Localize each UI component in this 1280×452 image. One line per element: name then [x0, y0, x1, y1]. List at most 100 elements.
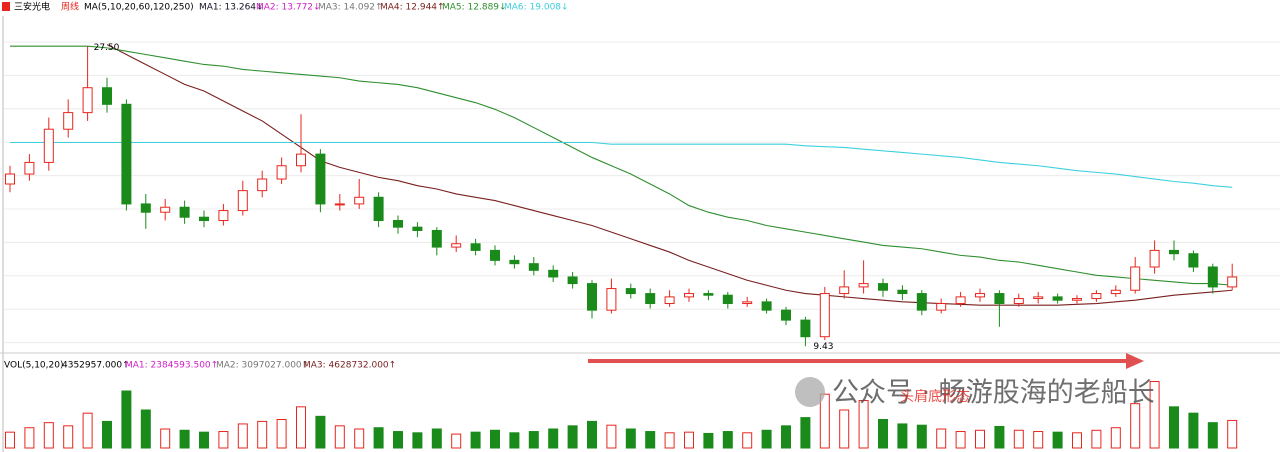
- candle-body: [373, 196, 384, 222]
- volume-bar: [645, 431, 656, 449]
- candle-body: [722, 294, 733, 305]
- candle-body: [1207, 266, 1218, 288]
- volume-bar: [722, 431, 733, 449]
- candle-body: [994, 293, 1005, 305]
- ma-label: MA3: 14.092↑: [318, 3, 383, 13]
- volume-bar: [296, 406, 306, 449]
- volume-bar: [160, 428, 171, 449]
- candle-body: [490, 249, 500, 261]
- candle-body: [1091, 293, 1102, 300]
- pattern-label: 头肩底形态: [900, 389, 970, 405]
- candle-body: [587, 283, 597, 311]
- volume-bar: [490, 429, 500, 449]
- candle-body: [63, 112, 74, 130]
- volume-bar: [897, 423, 908, 449]
- candle-body: [24, 161, 35, 175]
- candle-body: [431, 229, 442, 248]
- volume-bar: [1091, 429, 1102, 449]
- candle-body: [82, 87, 93, 114]
- ma-line: [106, 44, 1233, 306]
- candle-body: [1033, 296, 1044, 300]
- candle-body: [819, 293, 830, 338]
- volume-bar: [451, 433, 462, 449]
- volume-bar: [1227, 419, 1238, 449]
- candle-body: [916, 293, 927, 311]
- volume-bar: [1052, 431, 1063, 449]
- candle-body: [1013, 298, 1024, 305]
- volume-bar: [393, 431, 403, 449]
- volume-bar: [431, 428, 442, 449]
- candle-body: [625, 288, 636, 295]
- volume-bar: [994, 425, 1005, 449]
- volume-bar: [140, 409, 151, 449]
- candle-body: [664, 296, 675, 305]
- candle-body: [528, 263, 539, 271]
- volume-bar: [703, 432, 714, 449]
- volume-bar: [800, 417, 811, 449]
- candle-body: [703, 293, 714, 296]
- volume-bar: [334, 425, 345, 449]
- volume-bar: [1130, 403, 1141, 449]
- ma-label: MA4: 12.944↑: [380, 3, 445, 13]
- volume-bar: [1033, 431, 1044, 449]
- candle-body: [257, 178, 268, 192]
- volume-bar: [761, 429, 772, 449]
- volume-bar: [1013, 429, 1024, 449]
- candle-body: [199, 216, 209, 222]
- volume-bar: [24, 427, 35, 449]
- candle-body: [218, 210, 229, 222]
- vol-label: MA3: 4628732.000↑: [303, 361, 396, 371]
- candle-body: [858, 283, 869, 288]
- vol-header: VOL(5,10,20): [4, 361, 63, 371]
- candle-body: [160, 206, 171, 213]
- volume-bar: [82, 412, 93, 449]
- volume-bar: [781, 425, 791, 449]
- volume-bar: [916, 424, 927, 449]
- candle-body: [121, 103, 132, 205]
- ma-label: MA1: 13.264↓: [199, 3, 264, 13]
- candle-body: [237, 190, 248, 212]
- volume-bar: [975, 429, 985, 449]
- close-icon[interactable]: [2, 2, 10, 11]
- candle-body: [781, 309, 791, 321]
- candle-body: [878, 283, 888, 291]
- stock-name: 三安光电: [14, 1, 50, 13]
- candle-body: [451, 243, 462, 248]
- ma-label: MA6: 19.008↓: [504, 3, 569, 13]
- volume-bar: [237, 423, 248, 449]
- volume-bar: [878, 419, 888, 449]
- candle-body: [412, 226, 423, 231]
- volume-bar: [102, 420, 112, 449]
- volume-bar: [839, 409, 850, 449]
- ma-label: MA5: 12.889↓: [442, 3, 507, 13]
- volume-bar: [1169, 406, 1179, 449]
- candle-body: [1052, 296, 1063, 301]
- candle-body: [5, 173, 15, 185]
- vol-label: 4352957.000↑: [62, 361, 130, 371]
- candle-body: [936, 303, 947, 311]
- volume-bar: [1110, 427, 1121, 449]
- candle-body: [140, 203, 151, 213]
- plot: 27.50 9.43: [5, 43, 1238, 449]
- candle-body: [509, 259, 520, 265]
- arrow-head: [1126, 353, 1144, 369]
- candle-body: [761, 301, 772, 311]
- volume-bar: [1149, 381, 1160, 449]
- candle-body: [1072, 298, 1082, 301]
- candle-body: [393, 220, 403, 228]
- watermark: 公众号 · 畅游股海的老船长: [832, 378, 1155, 409]
- volume-bar: [412, 432, 423, 449]
- ma-line: [10, 45, 1233, 286]
- candle-body: [354, 196, 365, 205]
- candle-body: [548, 269, 559, 278]
- volume-bar: [315, 415, 326, 449]
- candle-body: [43, 128, 54, 163]
- candle-body: [1110, 289, 1121, 295]
- volume-bar: [819, 393, 830, 449]
- candle-body: [102, 87, 112, 105]
- candle-body: [1227, 276, 1238, 288]
- volume-bar: [684, 431, 694, 449]
- candle-body: [567, 276, 578, 285]
- annotation: 9.43: [813, 342, 833, 352]
- volume-bar: [858, 400, 869, 449]
